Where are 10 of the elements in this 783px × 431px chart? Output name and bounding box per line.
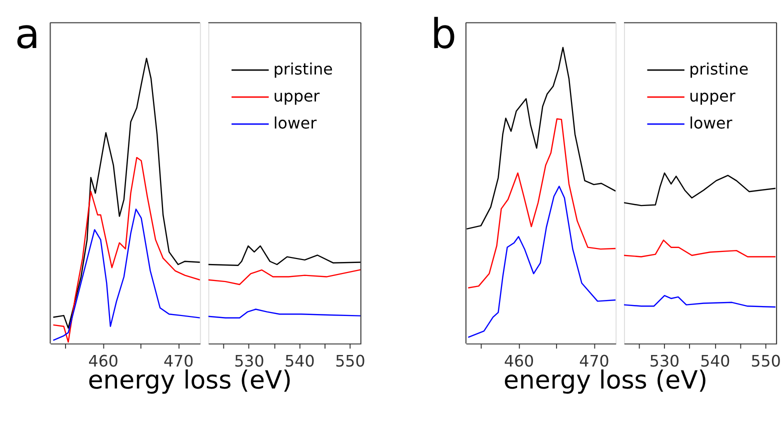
legend-label: pristine <box>689 60 749 79</box>
x-tick-label: 550 <box>750 351 781 370</box>
text: b <box>430 10 457 58</box>
legend-label: lower <box>689 114 733 133</box>
x-tick-label: 550 <box>335 351 366 370</box>
legend-label: pristine <box>273 60 333 79</box>
text: a <box>14 10 40 58</box>
legend-label: upper <box>689 86 736 106</box>
legend-label: upper <box>273 86 320 106</box>
legend-label: lower <box>273 114 318 133</box>
